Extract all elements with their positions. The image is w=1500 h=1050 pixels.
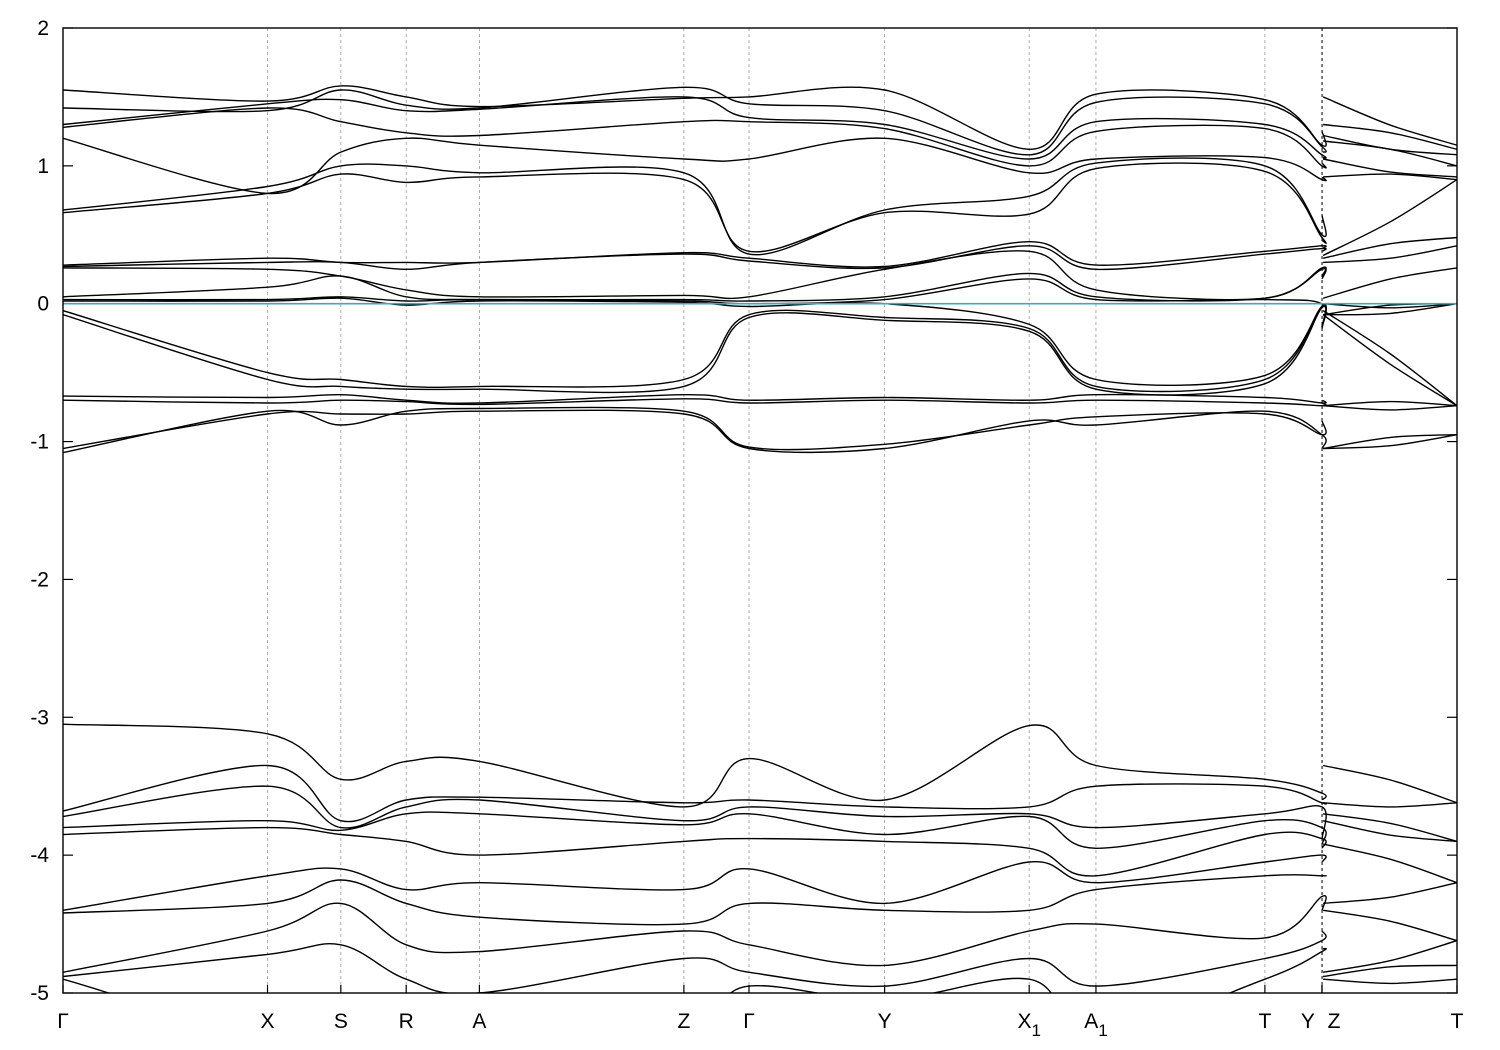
band-line-segment [1322, 134, 1457, 156]
x-tick-label: Y [1301, 1010, 1315, 1033]
band-line [63, 894, 1327, 973]
band-line [63, 785, 1327, 839]
band-line-segment [1323, 978, 1457, 985]
kpoint-label: A [472, 1010, 486, 1033]
x-tick-label: R [399, 1010, 414, 1033]
x-tick-label: T [1258, 1010, 1271, 1033]
high-symmetry-gridlines [267, 28, 1323, 993]
band-line [63, 137, 1327, 195]
y-tick-label: 0 [37, 293, 49, 316]
band-line-segment [1322, 909, 1457, 942]
kpoint-label: Y [1301, 1010, 1315, 1033]
band-line-segment [1323, 434, 1457, 450]
kpoint-label: Z [1328, 1010, 1341, 1033]
band-line [63, 85, 1327, 151]
x-tick-label: Y [878, 1010, 892, 1033]
y-tick-label: -1 [30, 431, 49, 454]
kpoint-label: X [260, 1010, 274, 1033]
band-line-segment [1323, 405, 1457, 411]
band-line [63, 304, 1327, 393]
x-tick-label: S [334, 1010, 348, 1033]
band-line [63, 874, 1327, 926]
kpoint-label: Y [878, 1010, 892, 1033]
band-line-segment [1322, 964, 1457, 978]
band-line [63, 305, 1327, 396]
band-line [63, 826, 1327, 877]
band-line-segment [1323, 123, 1457, 150]
band-line-segment [1323, 245, 1457, 264]
band-line-segment [1322, 158, 1457, 178]
y-tick-label: 2 [37, 17, 49, 40]
plot-frame [62, 27, 1458, 994]
band-line-segment [1322, 820, 1457, 843]
band-line [63, 86, 1327, 156]
y-tick-label: -3 [30, 706, 49, 729]
band-line-segment [1323, 303, 1457, 309]
band-line-segment [1322, 764, 1457, 804]
band-line [63, 947, 1327, 993]
band-line [63, 409, 1327, 454]
kpoint-label: A [1084, 1010, 1098, 1033]
band-line [63, 930, 1327, 993]
band-line-segment [1322, 939, 1457, 973]
band-lines [63, 85, 1457, 993]
band-line-segment [1323, 303, 1457, 316]
x-tick-label: A1 [1084, 1010, 1107, 1040]
y-axis: 2 1 0 -1 -2 -3 -4 -5 [30, 17, 1457, 1005]
band-line [63, 723, 1327, 808]
band-line-segment [1322, 267, 1457, 299]
kpoint-label: R [399, 1010, 414, 1033]
band-line [63, 811, 1327, 850]
band-line-segment [1323, 140, 1457, 167]
band-line [63, 96, 1327, 160]
kpoint-label: Γ [57, 1010, 69, 1033]
x-tick-label: T [1451, 1010, 1464, 1033]
x-tick-label: A [472, 1010, 486, 1033]
band-line-segment [1322, 236, 1457, 259]
band-line [63, 157, 1327, 256]
kpoint-label: T [1258, 1010, 1271, 1033]
kpoint-label: X [1017, 1010, 1031, 1033]
x-tick-label: Z [1328, 1010, 1341, 1033]
y-tick-label: 1 [37, 155, 49, 178]
band-line [63, 297, 1327, 386]
band-line-segment [1322, 434, 1457, 450]
band-line [63, 268, 1327, 302]
kpoint-label: T [1451, 1010, 1464, 1033]
kpoint-label: Γ [743, 1010, 755, 1033]
band-line-segment [1322, 179, 1457, 257]
x-tick-label: X [260, 1010, 274, 1033]
band-line [63, 398, 1327, 407]
band-line [63, 764, 1327, 823]
y-tick-label: -4 [30, 844, 49, 867]
y-tick-label: -5 [30, 982, 49, 1005]
kpoint-subscript: 1 [1031, 1021, 1040, 1040]
band-line [63, 245, 1327, 271]
y-tick-label: -2 [30, 568, 49, 591]
band-line [63, 107, 1327, 169]
band-line-segment [1323, 813, 1457, 843]
band-line-segment [1322, 310, 1457, 407]
band-line [63, 393, 1327, 404]
x-tick-label: Z [677, 1010, 690, 1033]
x-axis: Γ X S R A Z Γ Y X1 A1 T Y Z T [57, 985, 1464, 1040]
band-line-segment [1323, 173, 1457, 181]
x-tick-label: Γ [57, 1010, 69, 1033]
band-line-segment [1322, 96, 1457, 146]
kpoint-subscript: 1 [1098, 1021, 1107, 1040]
band-line-segment [1323, 882, 1457, 905]
band-line [63, 162, 1327, 253]
band-line [63, 854, 1327, 911]
x-tick-label: Γ [743, 1010, 755, 1033]
band-line-segment [1323, 802, 1457, 808]
kpoint-label: S [334, 1010, 348, 1033]
band-line-segment [1323, 400, 1457, 407]
kpoint-label: Z [677, 1010, 690, 1033]
band-line-segment [1322, 843, 1457, 884]
band-line [63, 406, 1327, 454]
x-tick-label: X1 [1017, 1010, 1040, 1040]
band-line-segment [1322, 314, 1457, 407]
